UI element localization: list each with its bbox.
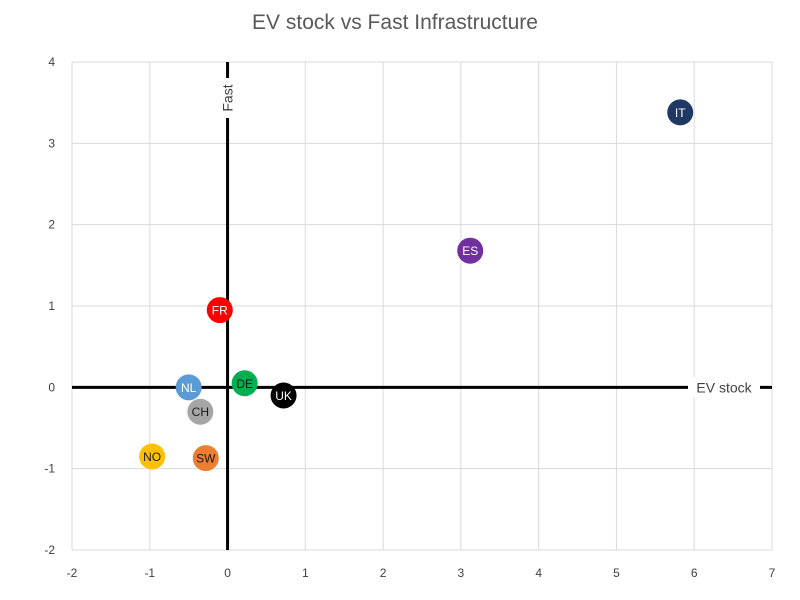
y-tick-label: 1 — [48, 299, 55, 313]
point-marker — [187, 398, 214, 425]
tick-labels: -2 -1 0 1 2 3 4 5 6 7 -2 -1 0 1 2 3 4 — [44, 55, 775, 580]
point-label: DE — [236, 377, 253, 391]
axis-labels: EV stock Fast — [218, 78, 760, 398]
x-tick-label: 6 — [691, 566, 698, 580]
x-tick-label: 5 — [613, 566, 620, 580]
y-tick-label: 0 — [48, 380, 55, 394]
data-point-ch: CH — [187, 398, 214, 425]
y-tick-label: -2 — [44, 543, 55, 557]
point-label: NL — [181, 381, 197, 395]
data-point-no: NO — [139, 443, 166, 470]
point-marker — [667, 99, 694, 126]
y-tick-label: -1 — [44, 462, 55, 476]
y-axis-label-background — [218, 78, 237, 118]
point-label: SW — [196, 452, 216, 466]
x-tick-label: 4 — [535, 566, 542, 580]
point-label: ES — [462, 244, 478, 258]
x-tick-label: 7 — [769, 566, 776, 580]
data-point-it: IT — [667, 99, 694, 126]
data-point-uk: UK — [270, 382, 297, 409]
y-tick-label: 3 — [48, 136, 55, 150]
point-label: CH — [192, 405, 209, 419]
y-tick-label: 4 — [48, 55, 55, 69]
x-axis-label-background — [688, 377, 760, 398]
chart-title: EV stock vs Fast Infrastructure — [252, 11, 538, 34]
point-marker — [206, 297, 233, 324]
x-tick-label: 3 — [458, 566, 465, 580]
data-point-sw: SW — [192, 445, 219, 472]
point-marker — [270, 382, 297, 409]
grid — [71, 61, 773, 551]
y-tick-label: 2 — [48, 218, 55, 232]
point-label: IT — [675, 106, 686, 120]
x-tick-label: -2 — [67, 566, 78, 580]
point-label: NO — [143, 450, 161, 464]
point-marker — [457, 237, 484, 264]
point-marker — [192, 445, 219, 472]
x-tick-label: 1 — [302, 566, 309, 580]
point-label: UK — [275, 389, 292, 403]
data-point-nl: NL — [175, 374, 202, 401]
x-axis-label: EV stock — [696, 379, 752, 395]
data-point-fr: FR — [206, 297, 233, 324]
point-marker — [175, 374, 202, 401]
x-tick-label: 0 — [224, 566, 231, 580]
data-point-es: ES — [457, 237, 484, 264]
point-marker — [139, 443, 166, 470]
data-point-de: DE — [231, 370, 258, 397]
point-label: FR — [212, 304, 228, 318]
point-marker — [231, 370, 258, 397]
y-axis-label: Fast — [220, 84, 236, 111]
x-tick-label: -1 — [144, 566, 155, 580]
data-points: IT ES FR DE NL UK CH NO SW — [139, 99, 694, 472]
x-tick-label: 2 — [380, 566, 387, 580]
